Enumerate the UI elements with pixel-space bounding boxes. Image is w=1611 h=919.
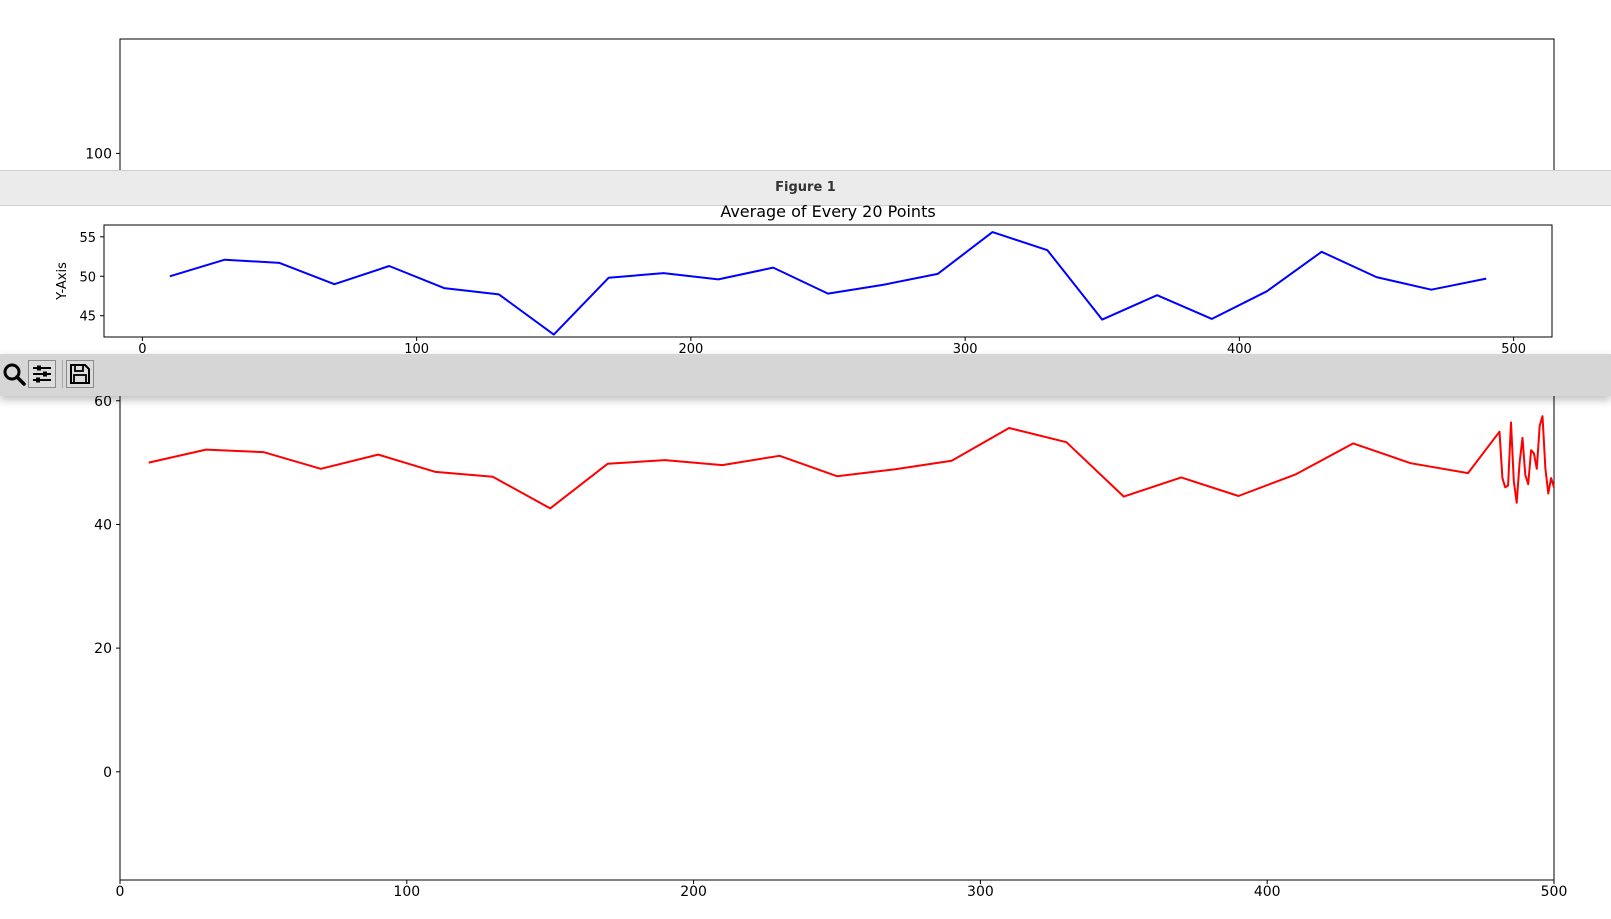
- x-tick-label: 300: [967, 884, 994, 900]
- window-titlebar[interactable]: Figure 1: [0, 170, 1611, 206]
- plot-frame: [119, 38, 1555, 881]
- back-axes: [116, 38, 1555, 884]
- zoom-button[interactable]: [0, 360, 28, 388]
- x-tick-label: 200: [680, 884, 707, 900]
- navigation-toolbar: [0, 354, 1611, 396]
- x-tick-label: 100: [393, 884, 420, 900]
- zoom-icon: [2, 362, 26, 386]
- x-tick-label: 500: [1541, 884, 1568, 900]
- y-tick-label: 100: [85, 146, 112, 162]
- x-tick-label: 400: [1254, 884, 1281, 900]
- back-series: [148, 415, 1555, 510]
- x-tick-label: 0: [116, 884, 125, 900]
- y-tick-label: 60: [94, 394, 112, 410]
- window-title: Figure 1: [775, 180, 836, 195]
- y-tick-label: 20: [94, 641, 112, 657]
- back-tick-labels: 0 100 200 300 400 500 0 20 40 60 100: [85, 146, 1567, 900]
- configure-subplots-button[interactable]: [28, 360, 56, 388]
- series-line: [148, 415, 1555, 510]
- toolbar-separator: [62, 360, 63, 388]
- save-button[interactable]: [66, 360, 94, 388]
- y-tick-label: 0: [103, 765, 112, 781]
- y-tick-label: 40: [94, 517, 112, 533]
- configure-subplots-icon: [31, 363, 53, 385]
- save-icon: [69, 363, 91, 385]
